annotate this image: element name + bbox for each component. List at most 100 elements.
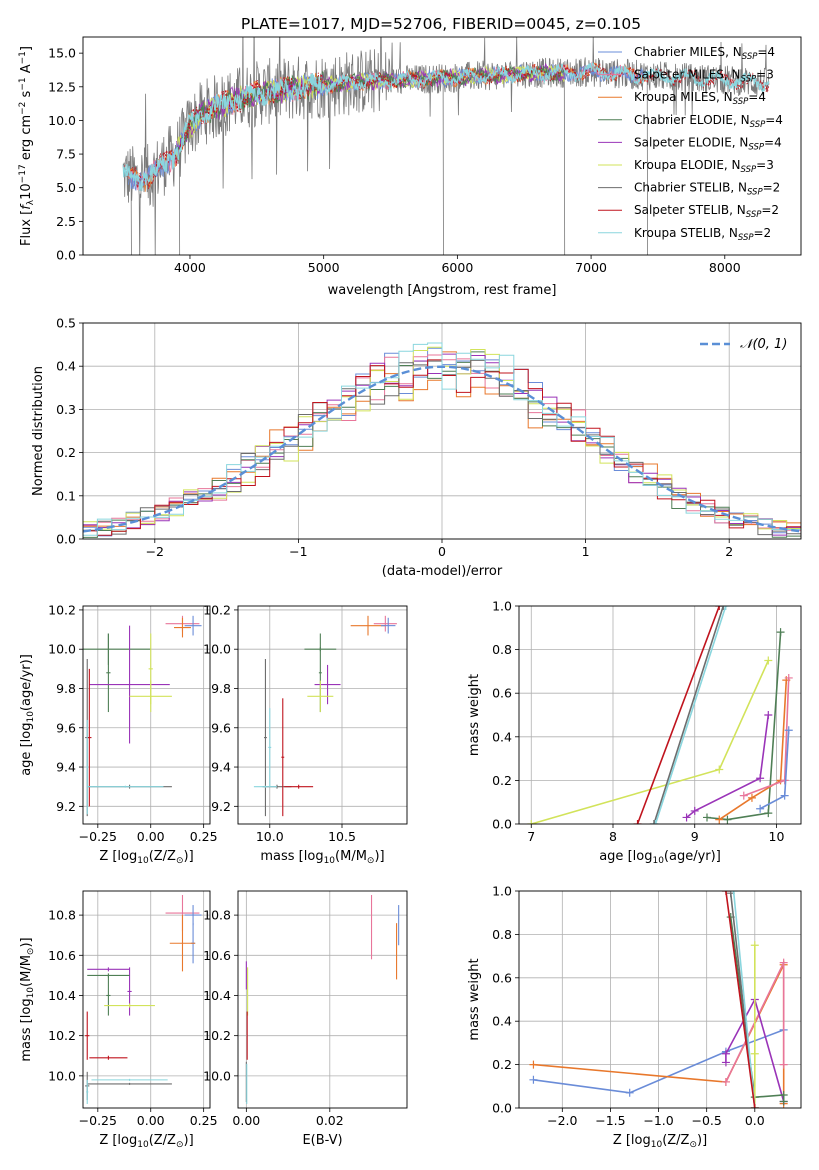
x-tick-label: 5000 bbox=[308, 260, 340, 275]
mass_vs_Z-xlabel: Z [log10(Z/Z⊙)] bbox=[99, 1133, 193, 1150]
weight_vs_age-frame bbox=[518, 605, 802, 825]
mass_vs_Z-plot bbox=[85, 895, 202, 1104]
y-tick-label: 12.5 bbox=[48, 79, 76, 94]
weight-point-chabrier-stelib bbox=[719, 606, 728, 610]
weight-point-chabrier-miles bbox=[625, 1088, 634, 1097]
mass_vs_EBV-plot bbox=[245, 895, 400, 1104]
weight-point-chabrier-elodie bbox=[703, 813, 711, 822]
y-tick-label: 7.5 bbox=[56, 147, 76, 162]
residuals-axes: −2 −1 0 1 2 0.0 0.1 0.2 0.3 0.4 0.5 bbox=[56, 316, 801, 559]
y-tick-label: 10.2 bbox=[48, 602, 76, 617]
x-tick-label: 4000 bbox=[174, 260, 206, 275]
errorbar-kroupa-stelib bbox=[253, 785, 277, 788]
weight-point-salpeter-miles bbox=[779, 958, 788, 967]
x-tick-label: −1.5 bbox=[595, 1113, 625, 1128]
weight-line-salpeter-elodie bbox=[686, 714, 770, 819]
y-tick-label: 9.4 bbox=[211, 760, 231, 775]
spectrum-xlabel: wavelength [Angstrom, rest frame] bbox=[328, 283, 557, 298]
weight_vs_age-xlabel: age [log10(age/yr)] bbox=[599, 849, 721, 866]
gaussian-curve bbox=[83, 365, 801, 533]
figure-title: PLATE=1017, MJD=52706, FIBERID=0045, z=0… bbox=[241, 15, 641, 33]
x-tick-label: −1 bbox=[289, 544, 307, 559]
y-tick-label: 10.0 bbox=[203, 1068, 231, 1083]
errorbar-kroupa-stelib bbox=[86, 1079, 89, 1104]
weight-line-salpeter-stelib bbox=[636, 606, 721, 824]
y-tick-label: 0.4 bbox=[492, 729, 512, 744]
y-tick-label: 9.8 bbox=[56, 681, 76, 696]
y-tick-label: 0.1 bbox=[56, 488, 76, 503]
x-tick-label: 0.0 bbox=[745, 1113, 765, 1128]
x-tick-label: 0.00 bbox=[137, 829, 165, 844]
x-tick-label: −1.0 bbox=[643, 1113, 673, 1128]
weight-point-kroupa-miles bbox=[747, 793, 756, 802]
legend-label-kroupa-elodie: Kroupa ELODIE, NSSP=3 bbox=[634, 158, 774, 175]
x-tick-label: 0.25 bbox=[190, 829, 218, 844]
errorbar-kroupa-miles bbox=[350, 615, 386, 636]
errorbar-chabrier-stelib bbox=[264, 659, 267, 817]
x-tick-label: 8000 bbox=[709, 260, 741, 275]
x-tick-label: 2 bbox=[725, 544, 733, 559]
errorbar-kroupa-stelib bbox=[86, 719, 89, 815]
weight-point-salpeter-miles bbox=[721, 1077, 730, 1086]
y-tick-label: 9.8 bbox=[211, 681, 231, 696]
x-tick-label: 8 bbox=[609, 829, 617, 844]
weight_vs_Z-frame bbox=[518, 890, 802, 1109]
y-tick-label: 0.0 bbox=[492, 817, 512, 832]
weight-point-chabrier-miles bbox=[784, 726, 793, 735]
mass_vs_Z-axes: −0.25 0.00 0.25 10.0 10.2 10.4 10.6 10.8 bbox=[48, 891, 218, 1128]
age_vs_mass-plot bbox=[253, 615, 397, 817]
weight-point-salpeter-miles bbox=[780, 776, 789, 785]
mass_vs_Z-ylabel-group: mass [log10(M/M⊙)] bbox=[19, 937, 36, 1061]
errorbar-chabrier-miles bbox=[381, 617, 396, 634]
histogram-kroupa-stelib bbox=[83, 342, 801, 536]
weight-point-kroupa-stelib bbox=[721, 606, 730, 610]
y-tick-label: 0.5 bbox=[56, 316, 76, 331]
legend-label-chabrier-stelib: Chabrier STELIB, NSSP=2 bbox=[634, 181, 780, 198]
weight_vs_Z-xlabel: Z [log10(Z/Z⊙)] bbox=[613, 1133, 707, 1150]
age_vs_Z-xlabel: Z [log10(Z/Z⊙)] bbox=[99, 849, 193, 866]
x-tick-label: 0.25 bbox=[190, 1113, 218, 1128]
age_vs_Z-frame bbox=[82, 605, 211, 825]
y-tick-label: 10.4 bbox=[48, 988, 76, 1003]
y-tick-label: 2.5 bbox=[56, 214, 76, 229]
weight_vs_age-plot bbox=[527, 606, 793, 824]
weight-point-kroupa-stelib bbox=[729, 891, 738, 895]
y-tick-label: 9.6 bbox=[56, 720, 76, 735]
chart-layer: 4000 5000 6000 7000 80000.02.55.07.510.012.5… bbox=[18, 36, 802, 1150]
weight-point-kroupa-miles bbox=[715, 815, 724, 824]
errorbar-kroupa-miles bbox=[169, 915, 196, 972]
x-tick-label: 10 bbox=[769, 829, 785, 844]
y-tick-label: 9.4 bbox=[56, 760, 76, 775]
legend-gaussian-label: 𝒩(0, 1) bbox=[740, 337, 787, 352]
x-tick-label: 0.00 bbox=[137, 1113, 165, 1128]
errorbar-salpeter-stelib bbox=[284, 784, 314, 789]
errorbar-salpeter-stelib bbox=[89, 1055, 128, 1060]
age_vs_mass-axes: 10.0 10.5 9.2 9.4 9.6 9.8 10.0 10.2 bbox=[203, 602, 407, 844]
x-tick-label: 7000 bbox=[575, 260, 607, 275]
errorbar-kroupa-elodie bbox=[148, 633, 153, 705]
errorbar-salpeter-elodie bbox=[127, 967, 132, 1016]
x-tick-label: 0 bbox=[438, 544, 446, 559]
y-tick-label: 9.6 bbox=[211, 720, 231, 735]
y-tick-label: 0.0 bbox=[56, 248, 76, 263]
y-tick-label: 9.2 bbox=[211, 799, 231, 814]
x-tick-label: −0.25 bbox=[79, 829, 117, 844]
residuals-frame bbox=[82, 322, 802, 540]
age_vs_Z-ylabel-group: age [log10(age/yr)] bbox=[19, 654, 36, 776]
y-tick-label: 10.8 bbox=[203, 908, 231, 923]
weight-point-kroupa-elodie bbox=[750, 941, 759, 950]
errorbar-salpeter-elodie bbox=[314, 664, 341, 705]
weight-line-kroupa-stelib bbox=[732, 891, 756, 1108]
y-tick-label: 0.2 bbox=[492, 1057, 512, 1072]
weight_vs_Z-plot bbox=[529, 891, 788, 1108]
y-tick-label: 0.4 bbox=[492, 1014, 512, 1029]
errorbar-kroupa-miles bbox=[174, 617, 191, 638]
weight_vs_age-ylabel: mass weight bbox=[467, 674, 482, 756]
x-tick-label: 10.5 bbox=[328, 829, 356, 844]
errorbar-salpeter-stelib bbox=[87, 668, 92, 807]
legend-label-salpeter-stelib: Salpeter STELIB, NSSP=2 bbox=[634, 203, 779, 220]
y-tick-label: 1.0 bbox=[492, 884, 512, 899]
weight-point-salpeter-miles bbox=[784, 673, 793, 682]
weight-line-chabrier-stelib bbox=[653, 606, 725, 824]
